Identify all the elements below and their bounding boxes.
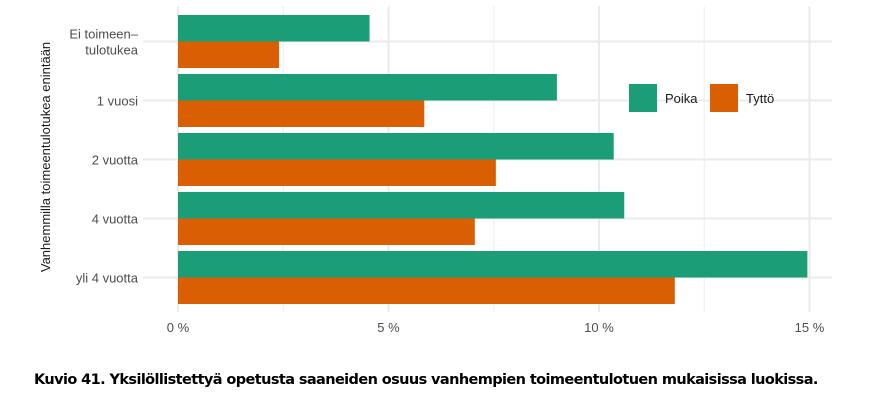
bar-poika-2 — [178, 133, 614, 160]
legend-label-poika: Poika — [665, 91, 698, 106]
y-tick-label: 4 vuotta — [92, 212, 139, 227]
bar-poika-4 — [178, 251, 808, 278]
y-tick-label: Ei toimeen– — [69, 27, 138, 42]
legend-label-tytto: Tyttö — [746, 91, 774, 106]
bar-chart: Ei toimeen–tulotukea 1 vuosi 2 vuotta 4 vuo… — [38, 6, 832, 335]
x-tick-label: 5 % — [377, 320, 400, 335]
legend-swatch-poika — [629, 84, 657, 112]
figure-caption: Kuvio 41. Yksilöllistettyä opetusta saan… — [34, 372, 818, 388]
bar-poika-0 — [178, 15, 370, 42]
x-tick-labels: 0 % 5 % 10 % 15 % — [167, 320, 825, 335]
x-tick-label: 0 % — [167, 320, 190, 335]
legend-swatch-tytto — [710, 84, 738, 112]
y-tick-label: 2 vuotta — [92, 153, 139, 168]
y-axis-label: Vanhemmilla toimeentulotukea enintään — [38, 42, 53, 272]
x-tick-label: 10 % — [584, 320, 614, 335]
bar-tytt-3 — [178, 218, 475, 245]
bar-tytt-2 — [178, 159, 496, 186]
y-tick-label: yli 4 vuotta — [76, 271, 139, 286]
bar-poika-3 — [178, 192, 625, 219]
bar-poika-1 — [178, 74, 557, 101]
y-tick-label: tulotukea — [85, 43, 139, 58]
x-tick-label: 15 % — [795, 320, 825, 335]
bar-tytt-0 — [178, 41, 280, 68]
bars — [178, 15, 808, 304]
y-tick-labels: Ei toimeen–tulotukea 1 vuosi 2 vuotta 4 vuo… — [69, 27, 138, 286]
bar-tytt-1 — [178, 100, 425, 127]
y-tick-label: 1 vuosi — [97, 94, 138, 109]
bar-tytt-4 — [178, 277, 675, 304]
legend: Poika Tyttö — [629, 84, 774, 112]
